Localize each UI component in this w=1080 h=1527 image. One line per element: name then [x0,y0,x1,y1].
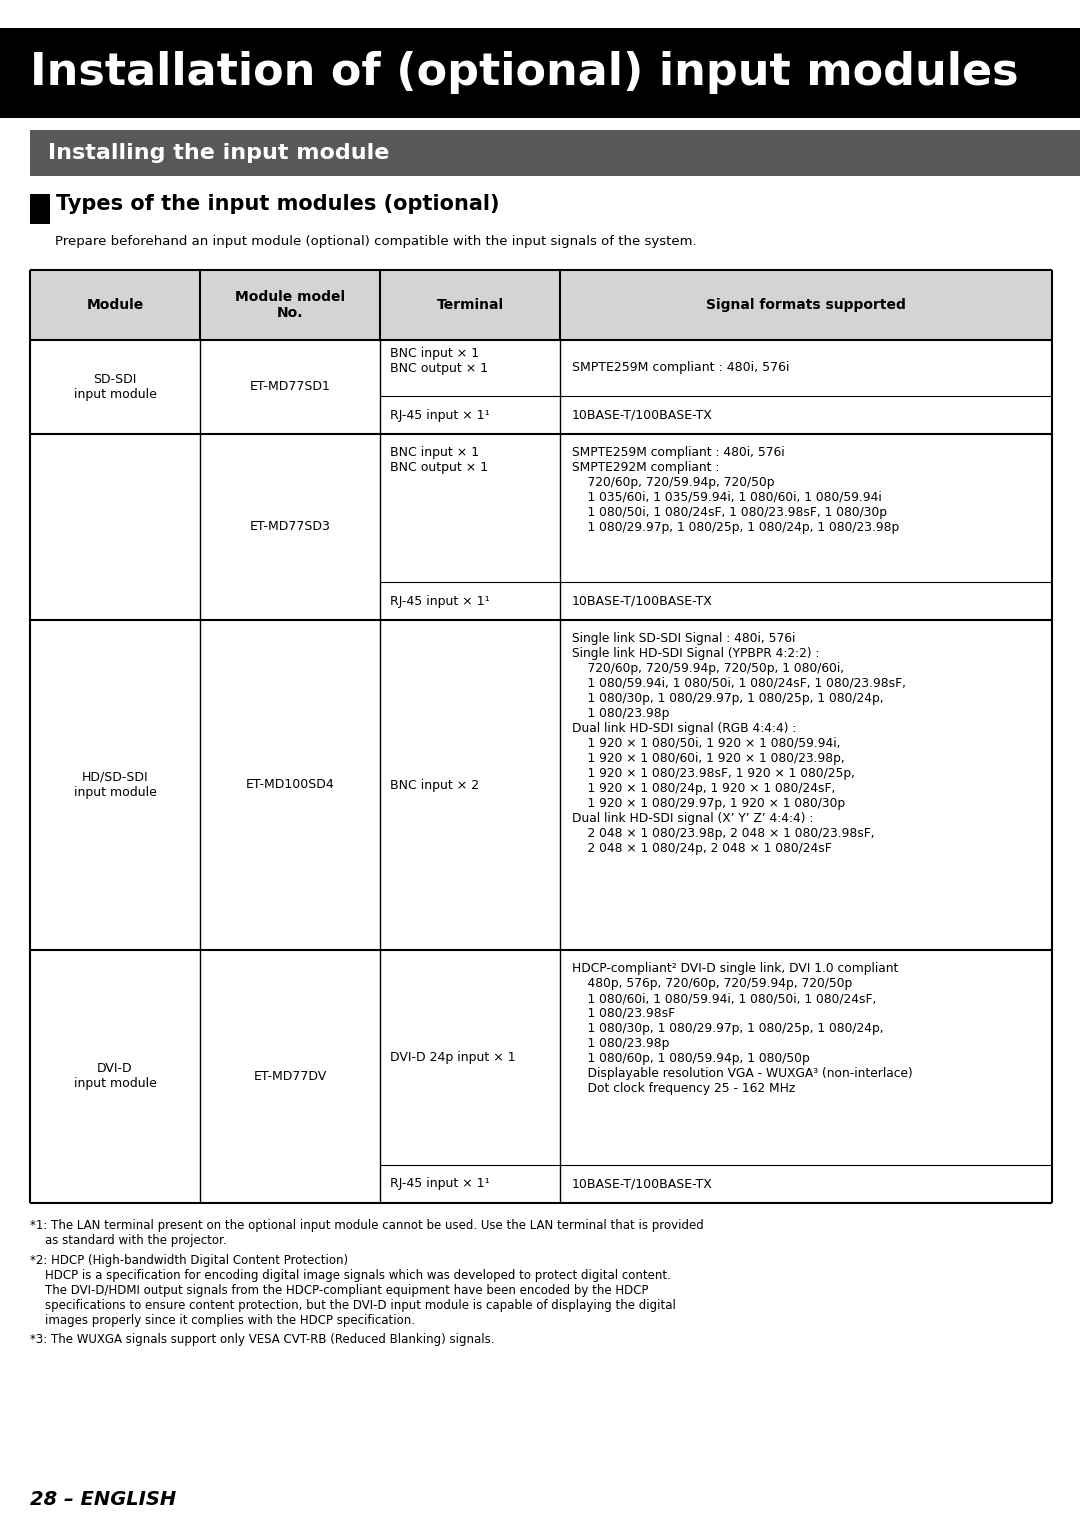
Text: *2: HDCP (High-bandwidth Digital Content Protection)
    HDCP is a specification: *2: HDCP (High-bandwidth Digital Content… [30,1254,676,1327]
Text: Terminal: Terminal [436,298,503,312]
Text: RJ-45 input × 1¹: RJ-45 input × 1¹ [390,1177,489,1191]
Text: Installation of (optional) input modules: Installation of (optional) input modules [30,52,1018,95]
Text: Module model
No.: Module model No. [235,290,346,321]
Text: Single link SD-SDI Signal : 480i, 576i
Single link HD-SDI Signal (YPBPR 4:2:2) :: Single link SD-SDI Signal : 480i, 576i S… [572,632,906,855]
Text: RJ-45 input × 1¹: RJ-45 input × 1¹ [390,409,489,421]
Text: ET-MD77DV: ET-MD77DV [254,1070,326,1083]
Text: 10BASE-T/100BASE-TX: 10BASE-T/100BASE-TX [572,594,713,608]
Text: SD-SDI
input module: SD-SDI input module [73,373,157,402]
Text: *1: The LAN terminal present on the optional input module cannot be used. Use th: *1: The LAN terminal present on the opti… [30,1219,704,1248]
Text: DVI-D 24p input × 1: DVI-D 24p input × 1 [390,1051,515,1064]
Text: *3: The WUXGA signals support only VESA CVT-RB (Reduced Blanking) signals.: *3: The WUXGA signals support only VESA … [30,1333,495,1345]
Text: Signal formats supported: Signal formats supported [706,298,906,312]
Bar [0,27,1080,118]
Text: 10BASE-T/100BASE-TX: 10BASE-T/100BASE-TX [572,409,713,421]
Text: ET-MD77SD1: ET-MD77SD1 [249,380,330,394]
Text: RJ-45 input × 1¹: RJ-45 input × 1¹ [390,594,489,608]
Text: Module: Module [86,298,144,312]
Text: ET-MD77SD3: ET-MD77SD3 [249,521,330,533]
Bar [30,130,1080,176]
Bar [30,194,50,224]
Text: HDCP-compliant² DVI-D single link, DVI 1.0 compliant
    480p, 576p, 720/60p, 72: HDCP-compliant² DVI-D single link, DVI 1… [572,962,913,1095]
Text: ET-MD100SD4: ET-MD100SD4 [245,779,335,791]
Bar [30,270,1052,341]
Text: Prepare beforehand an input module (optional) compatible with the input signals : Prepare beforehand an input module (opti… [55,235,697,247]
Text: BNC input × 1
BNC output × 1: BNC input × 1 BNC output × 1 [390,446,488,473]
Text: BNC input × 2: BNC input × 2 [390,779,480,791]
Text: 10BASE-T/100BASE-TX: 10BASE-T/100BASE-TX [572,1177,713,1191]
Text: DVI-D
input module: DVI-D input module [73,1063,157,1090]
Text: Types of the input modules (optional): Types of the input modules (optional) [56,194,499,214]
Text: BNC input × 1
BNC output × 1: BNC input × 1 BNC output × 1 [390,347,488,376]
Text: Installing the input module: Installing the input module [48,144,390,163]
Text: SMPTE259M compliant : 480i, 576i
SMPTE292M compliant :
    720/60p, 720/59.94p, : SMPTE259M compliant : 480i, 576i SMPTE29… [572,446,900,534]
Text: 28 – ENGLISH: 28 – ENGLISH [30,1490,176,1509]
Text: SMPTE259M compliant : 480i, 576i: SMPTE259M compliant : 480i, 576i [572,362,789,374]
Text: HD/SD-SDI
input module: HD/SD-SDI input module [73,771,157,799]
